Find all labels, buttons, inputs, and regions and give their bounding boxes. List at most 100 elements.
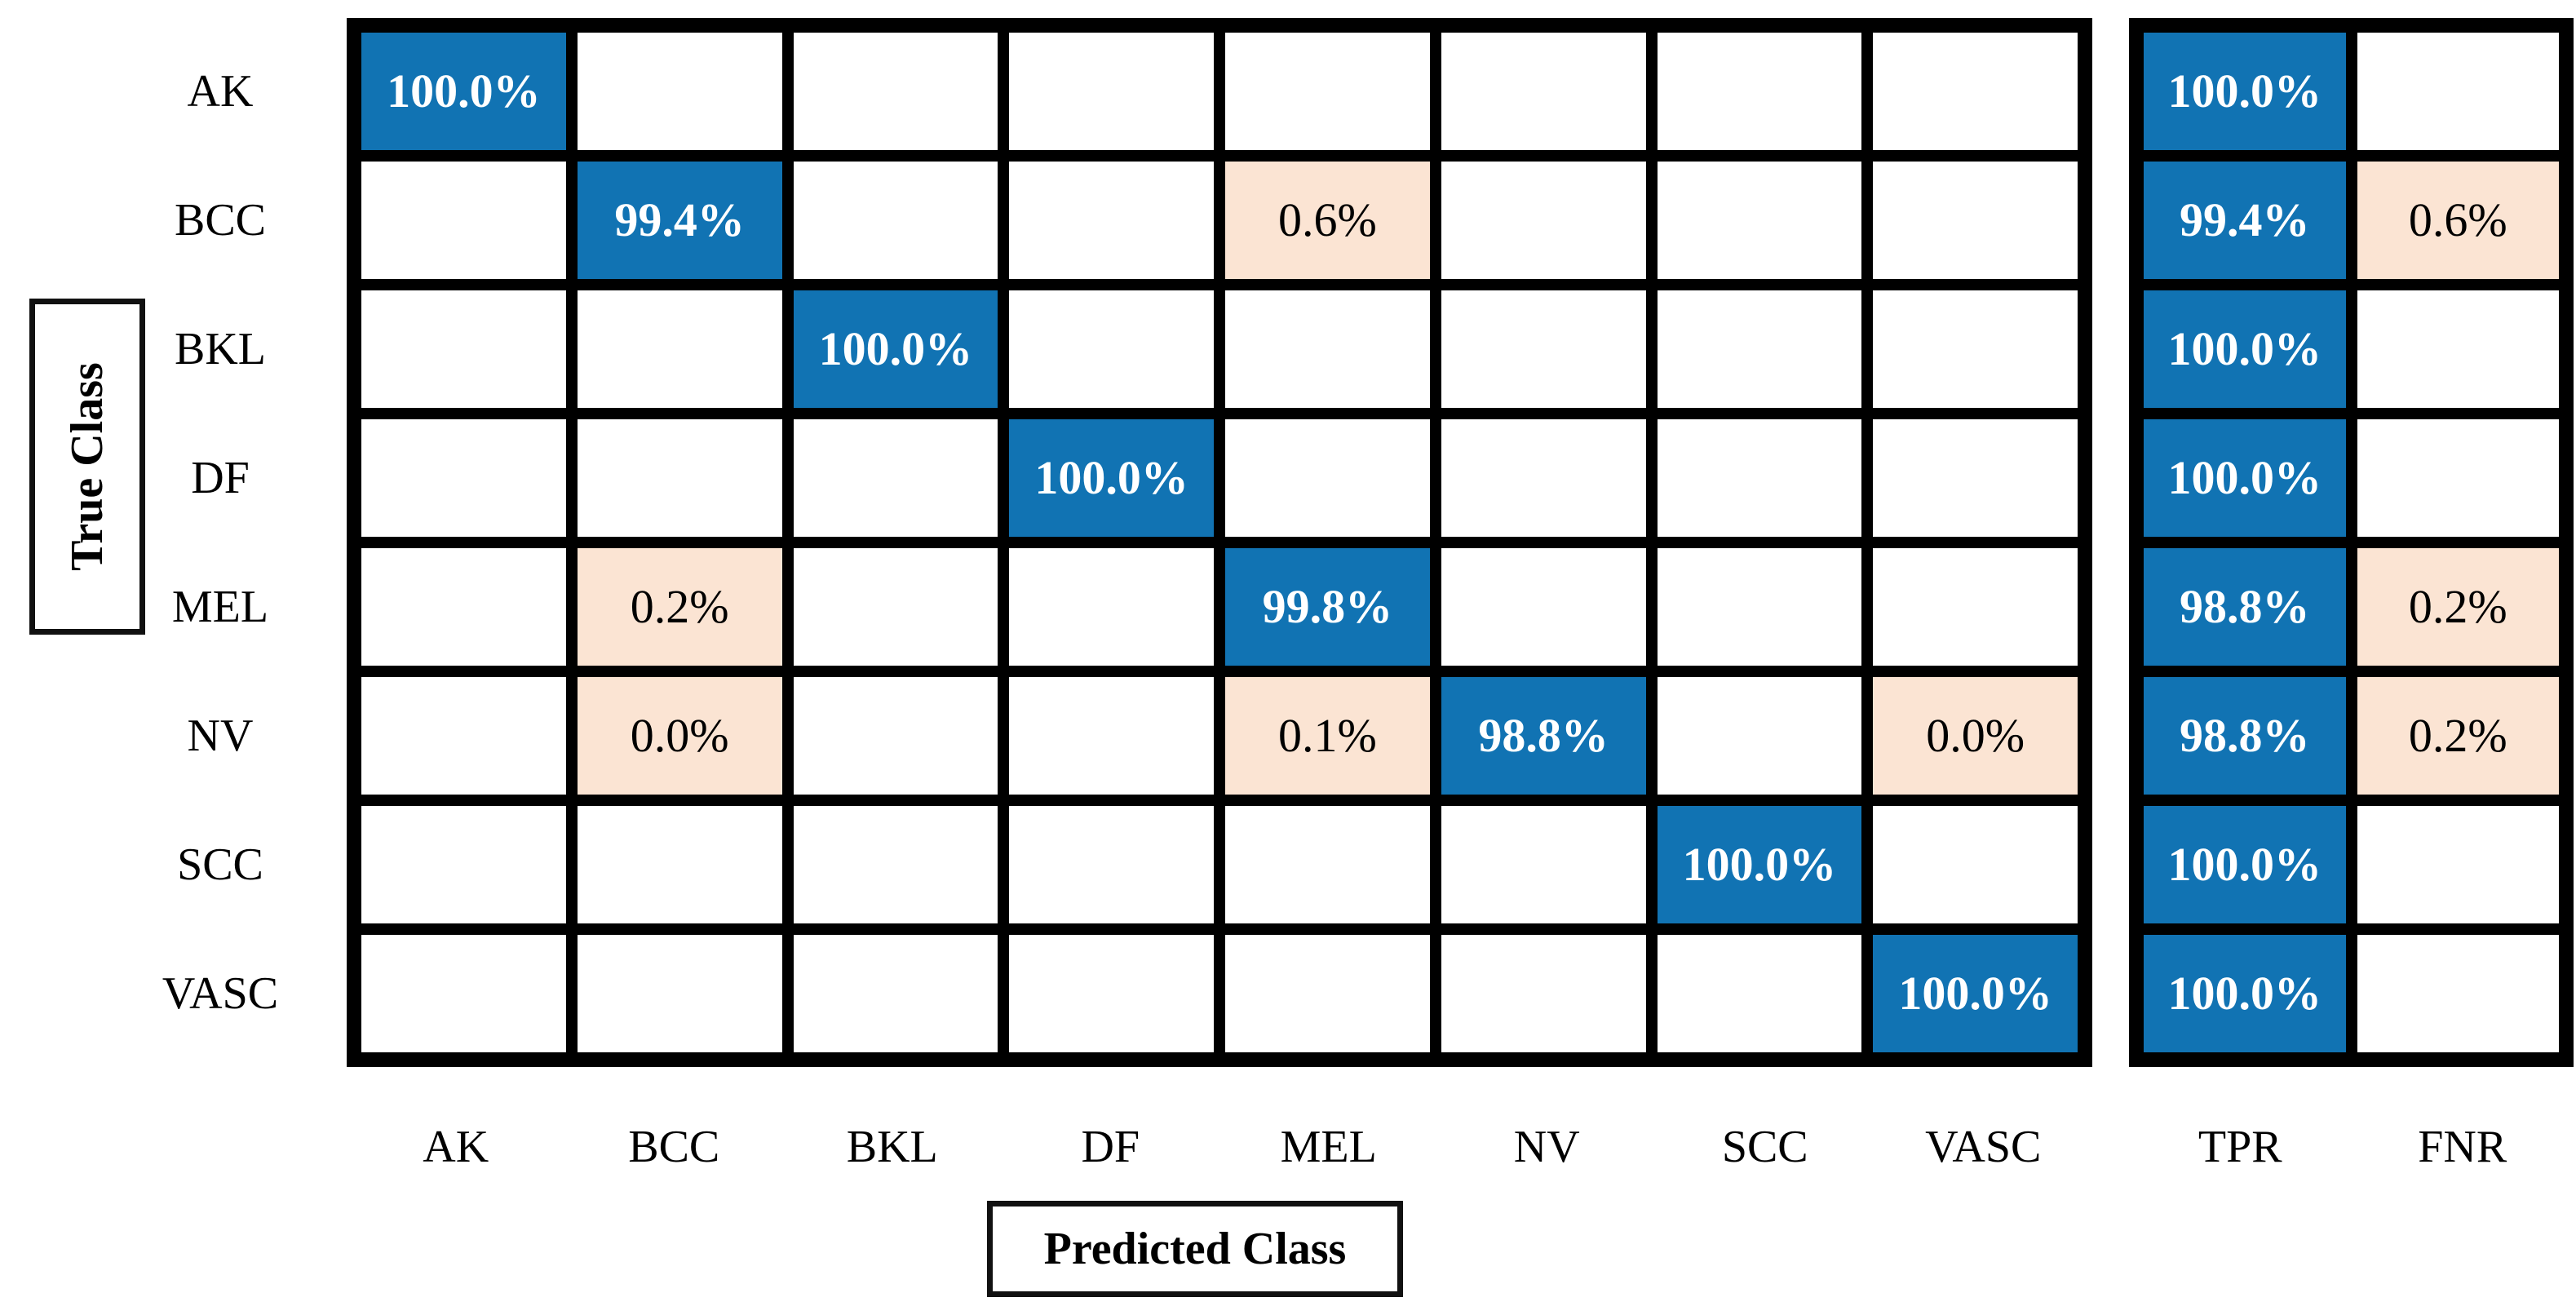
row-label-SCC: SCC	[177, 839, 263, 890]
cell-BKL-BKL: 100.0%	[793, 290, 998, 408]
tpr-fnr-summary-grid: 100.0% 99.4% 0.6% 100.0% 100.0% 98.8% 0.2% 98.8…	[2129, 18, 2574, 1067]
cell-BCC-TPR: 99.4%	[2144, 162, 2346, 279]
cell-DF-MEL	[1225, 419, 1430, 537]
cell-MEL-VASC	[1873, 548, 2078, 666]
cell-MEL-FNR: 0.2%	[2357, 548, 2559, 666]
cell-BCC-BKL	[793, 162, 998, 279]
cell-DF-BCC	[577, 419, 782, 537]
cell-AK-MEL	[1225, 33, 1430, 150]
col-label-NV: NV	[1513, 1122, 1580, 1172]
cell-AK-NV	[1441, 33, 1646, 150]
cell-BKL-DF	[1009, 290, 1214, 408]
cell-BCC-VASC	[1873, 162, 2078, 279]
cell-MEL-BKL	[793, 548, 998, 666]
cell-BKL-BCC	[577, 290, 782, 408]
cell-SCC-FNR	[2357, 806, 2559, 923]
x-axis-title-box: Predicted Class	[987, 1201, 1403, 1297]
cell-NV-SCC	[1657, 677, 1862, 795]
y-axis-title-box: True Class	[29, 299, 145, 635]
cell-BKL-AK	[361, 290, 566, 408]
col-label-FNR: FNR	[2418, 1122, 2507, 1172]
cell-AK-DF	[1009, 33, 1214, 150]
col-label-AK: AK	[423, 1122, 489, 1172]
row-label-BCC: BCC	[174, 195, 267, 246]
cell-AK-FNR	[2357, 33, 2559, 150]
cell-BCC-SCC	[1657, 162, 1862, 279]
cell-DF-AK	[361, 419, 566, 537]
cell-BKL-MEL	[1225, 290, 1430, 408]
cell-NV-BKL	[793, 677, 998, 795]
cell-VASC-FNR	[2357, 935, 2559, 1052]
row-label-MEL: MEL	[171, 582, 269, 632]
row-label-DF: DF	[191, 453, 250, 503]
cell-SCC-TPR: 100.0%	[2144, 806, 2346, 923]
col-label-BKL: BKL	[846, 1122, 938, 1172]
cell-BKL-NV	[1441, 290, 1646, 408]
summary-col-axis-ticks: TPR FNR	[2129, 1090, 2574, 1204]
cell-VASC-NV	[1441, 935, 1646, 1052]
cell-SCC-AK	[361, 806, 566, 923]
cell-VASC-BKL	[793, 935, 998, 1052]
cell-AK-BCC	[577, 33, 782, 150]
col-label-BCC: BCC	[628, 1122, 720, 1172]
cell-AK-TPR: 100.0%	[2144, 33, 2346, 150]
cell-VASC-MEL	[1225, 935, 1430, 1052]
cell-BKL-SCC	[1657, 290, 1862, 408]
col-label-MEL: MEL	[1280, 1122, 1377, 1172]
cell-NV-MEL: 0.1%	[1225, 677, 1430, 795]
col-label-TPR: TPR	[2198, 1122, 2282, 1172]
cell-BKL-TPR: 100.0%	[2144, 290, 2346, 408]
row-label-NV: NV	[187, 711, 254, 761]
col-label-SCC: SCC	[1721, 1122, 1808, 1172]
cell-NV-TPR: 98.8%	[2144, 677, 2346, 795]
cell-DF-BKL	[793, 419, 998, 537]
cell-DF-TPR: 100.0%	[2144, 419, 2346, 537]
cell-BKL-VASC	[1873, 290, 2078, 408]
cell-BCC-DF	[1009, 162, 1214, 279]
row-label-VASC: VASC	[162, 968, 279, 1019]
cell-AK-VASC	[1873, 33, 2078, 150]
cell-DF-FNR	[2357, 419, 2559, 537]
cell-NV-BCC: 0.0%	[577, 677, 782, 795]
cell-NV-DF	[1009, 677, 1214, 795]
cell-MEL-AK	[361, 548, 566, 666]
cell-MEL-SCC	[1657, 548, 1862, 666]
cell-VASC-VASC: 100.0%	[1873, 935, 2078, 1052]
cell-VASC-DF	[1009, 935, 1214, 1052]
cell-SCC-NV	[1441, 806, 1646, 923]
cell-NV-VASC: 0.0%	[1873, 677, 2078, 795]
cell-DF-SCC	[1657, 419, 1862, 537]
cell-NV-AK	[361, 677, 566, 795]
cell-SCC-BCC	[577, 806, 782, 923]
cell-SCC-MEL	[1225, 806, 1430, 923]
cell-DF-VASC	[1873, 419, 2078, 537]
cell-DF-DF: 100.0%	[1009, 419, 1214, 537]
cell-VASC-AK	[361, 935, 566, 1052]
cell-DF-NV	[1441, 419, 1646, 537]
cell-AK-BKL	[793, 33, 998, 150]
row-axis-ticks: AK BCC BKL DF MEL NV SCC VASC	[98, 18, 343, 1067]
cell-BKL-FNR	[2357, 290, 2559, 408]
cell-AK-SCC	[1657, 33, 1862, 150]
cell-SCC-BKL	[793, 806, 998, 923]
cell-MEL-MEL: 99.8%	[1225, 548, 1430, 666]
cell-BCC-FNR: 0.6%	[2357, 162, 2559, 279]
col-label-VASC: VASC	[1925, 1122, 2042, 1172]
cell-NV-NV: 98.8%	[1441, 677, 1646, 795]
cell-SCC-DF	[1009, 806, 1214, 923]
cell-BCC-NV	[1441, 162, 1646, 279]
cell-BCC-BCC: 99.4%	[577, 162, 782, 279]
cell-VASC-TPR: 100.0%	[2144, 935, 2346, 1052]
row-label-BKL: BKL	[175, 324, 266, 374]
cell-MEL-TPR: 98.8%	[2144, 548, 2346, 666]
cell-VASC-SCC	[1657, 935, 1862, 1052]
row-label-AK: AK	[187, 66, 254, 117]
cell-SCC-SCC: 100.0%	[1657, 806, 1862, 923]
cell-MEL-DF	[1009, 548, 1214, 666]
cell-NV-FNR: 0.2%	[2357, 677, 2559, 795]
cell-MEL-BCC: 0.2%	[577, 548, 782, 666]
cell-MEL-NV	[1441, 548, 1646, 666]
cell-BCC-AK	[361, 162, 566, 279]
cell-BCC-MEL: 0.6%	[1225, 162, 1430, 279]
col-axis-ticks: AK BCC BKL DF MEL NV SCC VASC	[347, 1090, 2092, 1204]
